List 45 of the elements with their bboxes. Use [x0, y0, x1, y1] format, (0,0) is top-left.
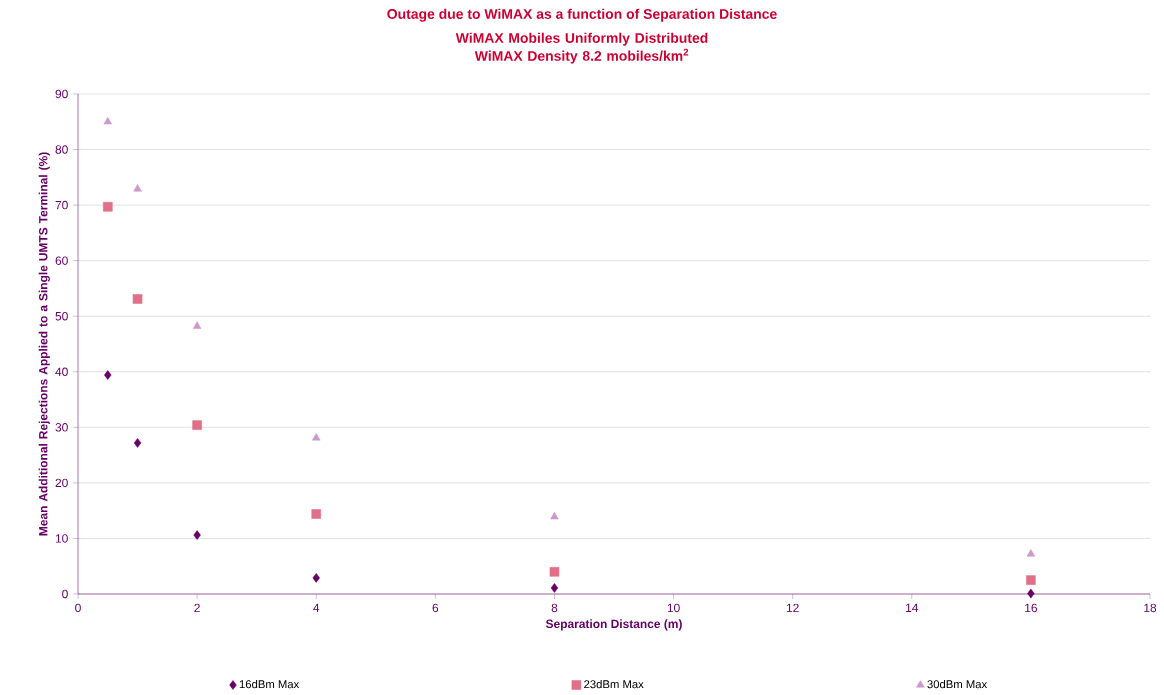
x-tick-label: 14: [906, 603, 919, 612]
point: [192, 321, 202, 329]
y-tick-label: 0: [62, 589, 68, 599]
point: [104, 370, 112, 380]
y-tick-label: 30: [55, 423, 68, 432]
y-tick-label: 60: [55, 256, 68, 265]
y-axis-title: Mean Additional Rejections Applied to a Single UMTS Terminal (%): [38, 152, 50, 536]
point: [1027, 588, 1035, 599]
point: [103, 202, 113, 212]
x-tick-label: 10: [667, 603, 680, 613]
point: [132, 294, 143, 304]
x-tick-label: 4: [313, 603, 320, 612]
point: [550, 512, 559, 520]
chart-title: Outage due to WiMAX as a function of Separation Distance: [387, 8, 777, 22]
legend-label: 30dBm Max: [927, 679, 988, 689]
legend-label: 23dBm Max: [584, 679, 644, 689]
y-tick-label: 90: [55, 89, 68, 99]
x-tick-label: 6: [432, 603, 439, 613]
x-tick-label: 2: [194, 603, 200, 613]
point: [312, 573, 320, 583]
y-tick-label: 20: [55, 478, 68, 488]
point: [193, 530, 201, 540]
point: [103, 117, 112, 125]
y-tick-label: 40: [55, 367, 68, 377]
chart-subtitle: WiMAX Mobiles Uniformly Distributed WiMAX Density 8.2 mobiles/km$^{2}$: [455, 32, 708, 64]
point: [133, 184, 142, 192]
y-tick-label: 70: [55, 200, 68, 210]
legend-label: 16dBm Max: [239, 679, 300, 689]
point: [549, 567, 560, 577]
x-tick-label: 16: [1025, 603, 1038, 613]
point: [133, 438, 142, 448]
x-tick-label: 12: [786, 603, 799, 613]
point: [550, 583, 559, 593]
y-tick-label: 50: [55, 311, 68, 321]
x-tick-label: 18: [1144, 603, 1157, 613]
point: [311, 509, 321, 519]
y-tick-label: 10: [55, 534, 68, 543]
x-tick-label: 8: [551, 603, 558, 613]
point: [1026, 575, 1036, 585]
x-axis-title: Separation Distance (m): [545, 619, 682, 631]
x-tick-label: 0: [75, 603, 81, 613]
point: [192, 420, 202, 430]
point: [1026, 549, 1036, 557]
point: [312, 433, 321, 441]
y-tick-label: 80: [55, 145, 68, 154]
